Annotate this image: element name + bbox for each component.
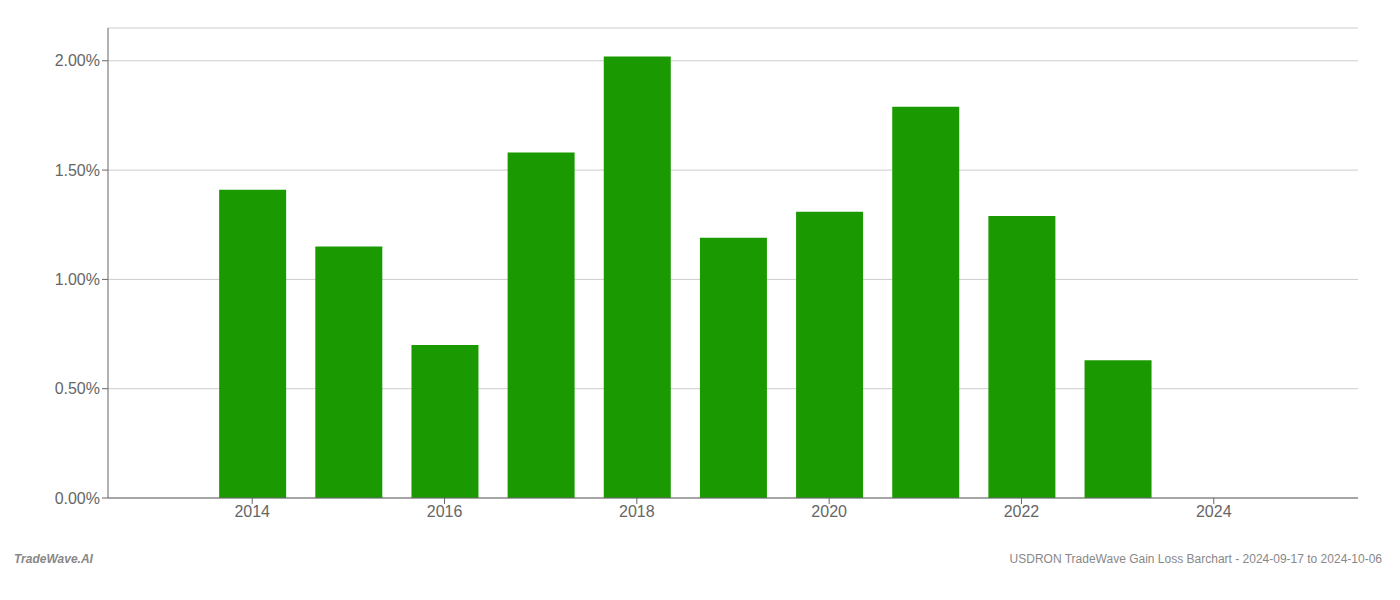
svg-text:2022: 2022 — [1004, 503, 1040, 520]
svg-text:1.00%: 1.00% — [55, 271, 100, 288]
svg-text:2024: 2024 — [1196, 503, 1232, 520]
svg-text:0.00%: 0.00% — [55, 490, 100, 507]
svg-text:2018: 2018 — [619, 503, 655, 520]
html-text:TradeWave.AI: TradeWave.AI — [14, 552, 93, 566]
svg-text:2014: 2014 — [234, 503, 270, 520]
svg-text:0.50%: 0.50% — [55, 380, 100, 397]
svg-text:2.00%: 2.00% — [55, 52, 100, 69]
svg-text:2020: 2020 — [811, 503, 847, 520]
svg-text:2016: 2016 — [427, 503, 463, 520]
html-text:USDRON TradeWave Gain Loss Bar: USDRON TradeWave Gain Loss Barchart - 20… — [1009, 552, 1382, 566]
svg-text:1.50%: 1.50% — [55, 162, 100, 179]
